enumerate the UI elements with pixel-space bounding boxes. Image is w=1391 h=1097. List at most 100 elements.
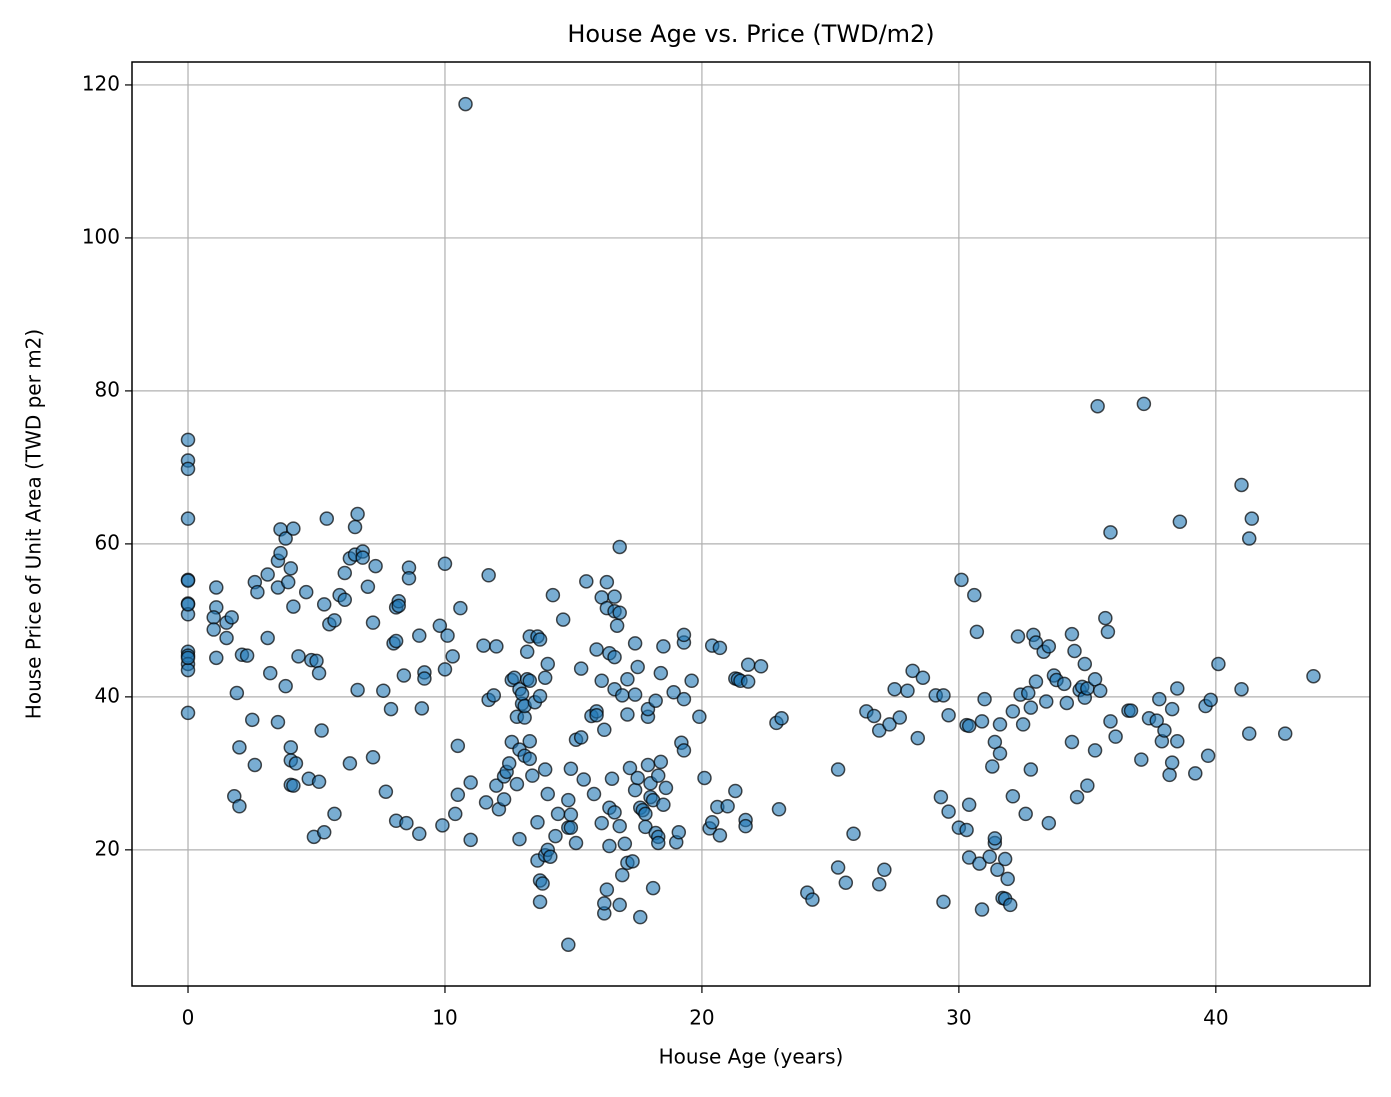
point [463, 775, 478, 790]
point [206, 622, 221, 637]
point [866, 708, 882, 724]
point [830, 860, 846, 875]
y-tick-label: 60 [95, 530, 120, 554]
point [627, 636, 643, 651]
point [1170, 733, 1185, 749]
point [568, 835, 584, 851]
point [316, 825, 332, 840]
point [625, 854, 640, 869]
point [936, 894, 951, 910]
point [1244, 511, 1260, 526]
x-tick-label: 40 [1203, 1006, 1228, 1030]
point [355, 550, 370, 565]
grid [132, 62, 1370, 986]
point [1211, 656, 1226, 672]
point [599, 882, 615, 897]
point [936, 688, 951, 703]
point [1098, 610, 1113, 626]
point [974, 714, 990, 729]
point [910, 730, 926, 746]
point [412, 826, 427, 842]
point [961, 718, 977, 734]
point [447, 806, 463, 822]
point [512, 831, 527, 847]
point [740, 657, 756, 672]
point [805, 892, 820, 907]
point [273, 545, 288, 561]
point [720, 798, 735, 814]
point [1103, 525, 1118, 540]
point [658, 780, 674, 796]
point [961, 797, 977, 812]
point [589, 707, 604, 723]
point [561, 792, 576, 808]
point [1015, 717, 1031, 732]
point [1164, 755, 1180, 770]
point [327, 613, 342, 628]
point [656, 639, 671, 654]
point [599, 574, 615, 590]
point [347, 519, 363, 535]
point [283, 561, 299, 576]
point [1200, 748, 1216, 764]
point [1277, 726, 1293, 741]
point [704, 815, 720, 830]
point [532, 632, 548, 647]
point [1064, 734, 1080, 750]
x-tick-label: 30 [946, 1006, 971, 1030]
point [561, 937, 576, 952]
x-axis-label: House Age (years) [659, 1045, 844, 1069]
point [992, 746, 1008, 761]
point [638, 806, 653, 822]
point [450, 738, 466, 754]
point [666, 685, 681, 700]
point [684, 673, 699, 689]
point [388, 633, 404, 649]
y-tick-label: 120 [82, 71, 120, 95]
point [396, 668, 412, 683]
point [563, 807, 579, 822]
point [1157, 723, 1172, 738]
point [378, 784, 394, 799]
point [232, 798, 247, 814]
point [383, 701, 399, 717]
point [622, 760, 638, 776]
point [977, 691, 992, 707]
point [1100, 624, 1116, 640]
point [597, 896, 612, 911]
point [697, 770, 712, 786]
point [579, 574, 594, 589]
point [1010, 629, 1026, 644]
point [620, 707, 635, 722]
point [239, 648, 255, 663]
point [1170, 681, 1185, 696]
point [519, 644, 535, 659]
point [209, 650, 224, 666]
point [712, 828, 728, 843]
point [545, 587, 561, 603]
point [997, 851, 1013, 867]
point [1023, 762, 1039, 777]
point [209, 580, 224, 595]
point [247, 757, 263, 773]
point [974, 902, 990, 917]
point [1203, 692, 1218, 708]
point [180, 573, 196, 588]
point [954, 572, 969, 588]
point [645, 880, 661, 896]
point [548, 828, 563, 844]
point [728, 783, 743, 799]
point [481, 567, 496, 583]
point [288, 756, 304, 771]
point [1028, 674, 1044, 689]
point [633, 909, 648, 925]
point [607, 589, 622, 604]
point [342, 756, 358, 771]
point [376, 683, 391, 698]
point [933, 789, 949, 805]
point [280, 574, 296, 590]
y-tick-label: 40 [95, 683, 120, 707]
point [509, 776, 525, 792]
point [365, 615, 381, 630]
point [286, 778, 301, 793]
